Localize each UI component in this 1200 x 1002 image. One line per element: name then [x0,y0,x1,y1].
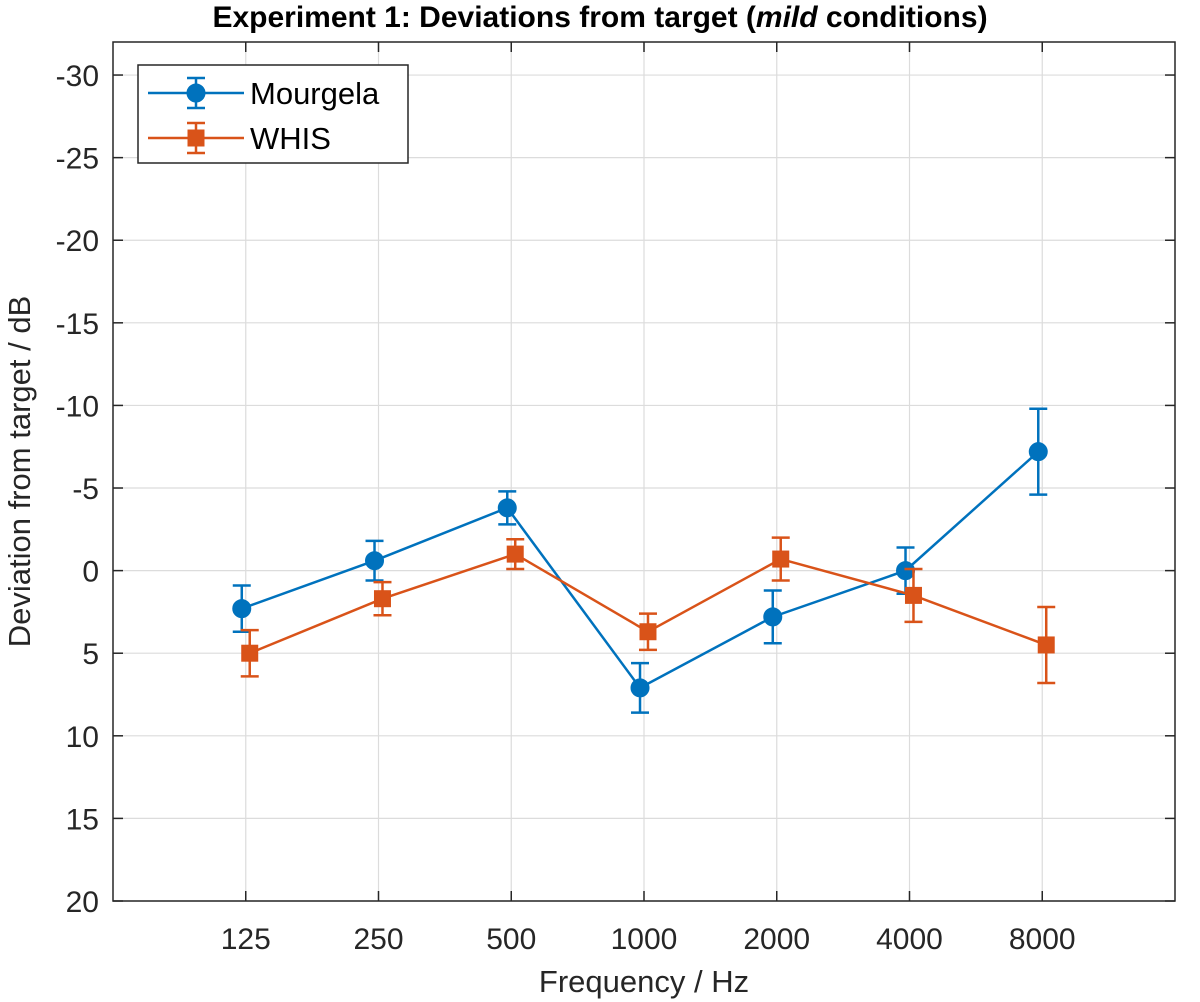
legend: Mourgela WHIS [137,64,409,164]
legend-marker [186,83,206,103]
legend-box [137,64,409,164]
series-whis [240,536,1056,685]
data-point [896,561,916,581]
y-tick-label: 20 [66,886,99,919]
y-tick-label: -20 [56,225,99,258]
x-tick-label: 125 [221,923,271,956]
x-tick-label: 500 [486,923,536,956]
y-tick-label: 10 [66,721,99,754]
chart-title: Experiment 1: Deviations from target (mi… [0,0,1200,36]
y-tick-label: 0 [82,556,99,589]
data-point [365,551,385,571]
ticks: -30 -25 -20 -15 -10 -5 0 5 10 15 20 125 250 500 1000 20… [56,42,1175,956]
legend-marker [187,129,205,147]
series-layer [232,407,1056,714]
data-point [1037,636,1055,654]
data-point [373,590,391,608]
x-tick-label: 2000 [743,923,810,956]
y-tick-label: -25 [56,143,99,176]
y-tick-label: 15 [66,803,99,836]
data-point [232,599,252,619]
x-tick-label: 8000 [1009,923,1076,956]
y-tick-label: -10 [56,390,99,423]
title-prefix: Experiment 1: Deviations from target ( [212,1,756,34]
x-tick-label: 4000 [876,923,943,956]
legend-label-mourgela: Mourgela [250,76,380,111]
x-axis-label: Frequency / Hz [539,964,749,999]
x-tick-label: 1000 [611,923,678,956]
y-tick-label: -30 [56,60,99,93]
data-point [763,607,783,627]
data-point [506,545,524,563]
data-point [904,586,922,604]
title-emphasis: mild [755,1,818,34]
title-suffix: conditions) [817,1,988,34]
data-point [639,623,657,641]
data-point [772,550,790,568]
legend-label-whis: WHIS [250,121,331,156]
x-tick-label: 250 [353,923,403,956]
data-point [630,678,650,698]
data-point [497,498,517,518]
data-point [1028,442,1048,462]
data-point [241,644,259,662]
y-axis-label: Deviation from target / dB [2,296,37,648]
y-tick-label: -15 [56,308,99,341]
series-mourgela [232,407,1048,714]
y-tick-label: 5 [82,638,99,671]
y-tick-label: -5 [72,473,99,506]
